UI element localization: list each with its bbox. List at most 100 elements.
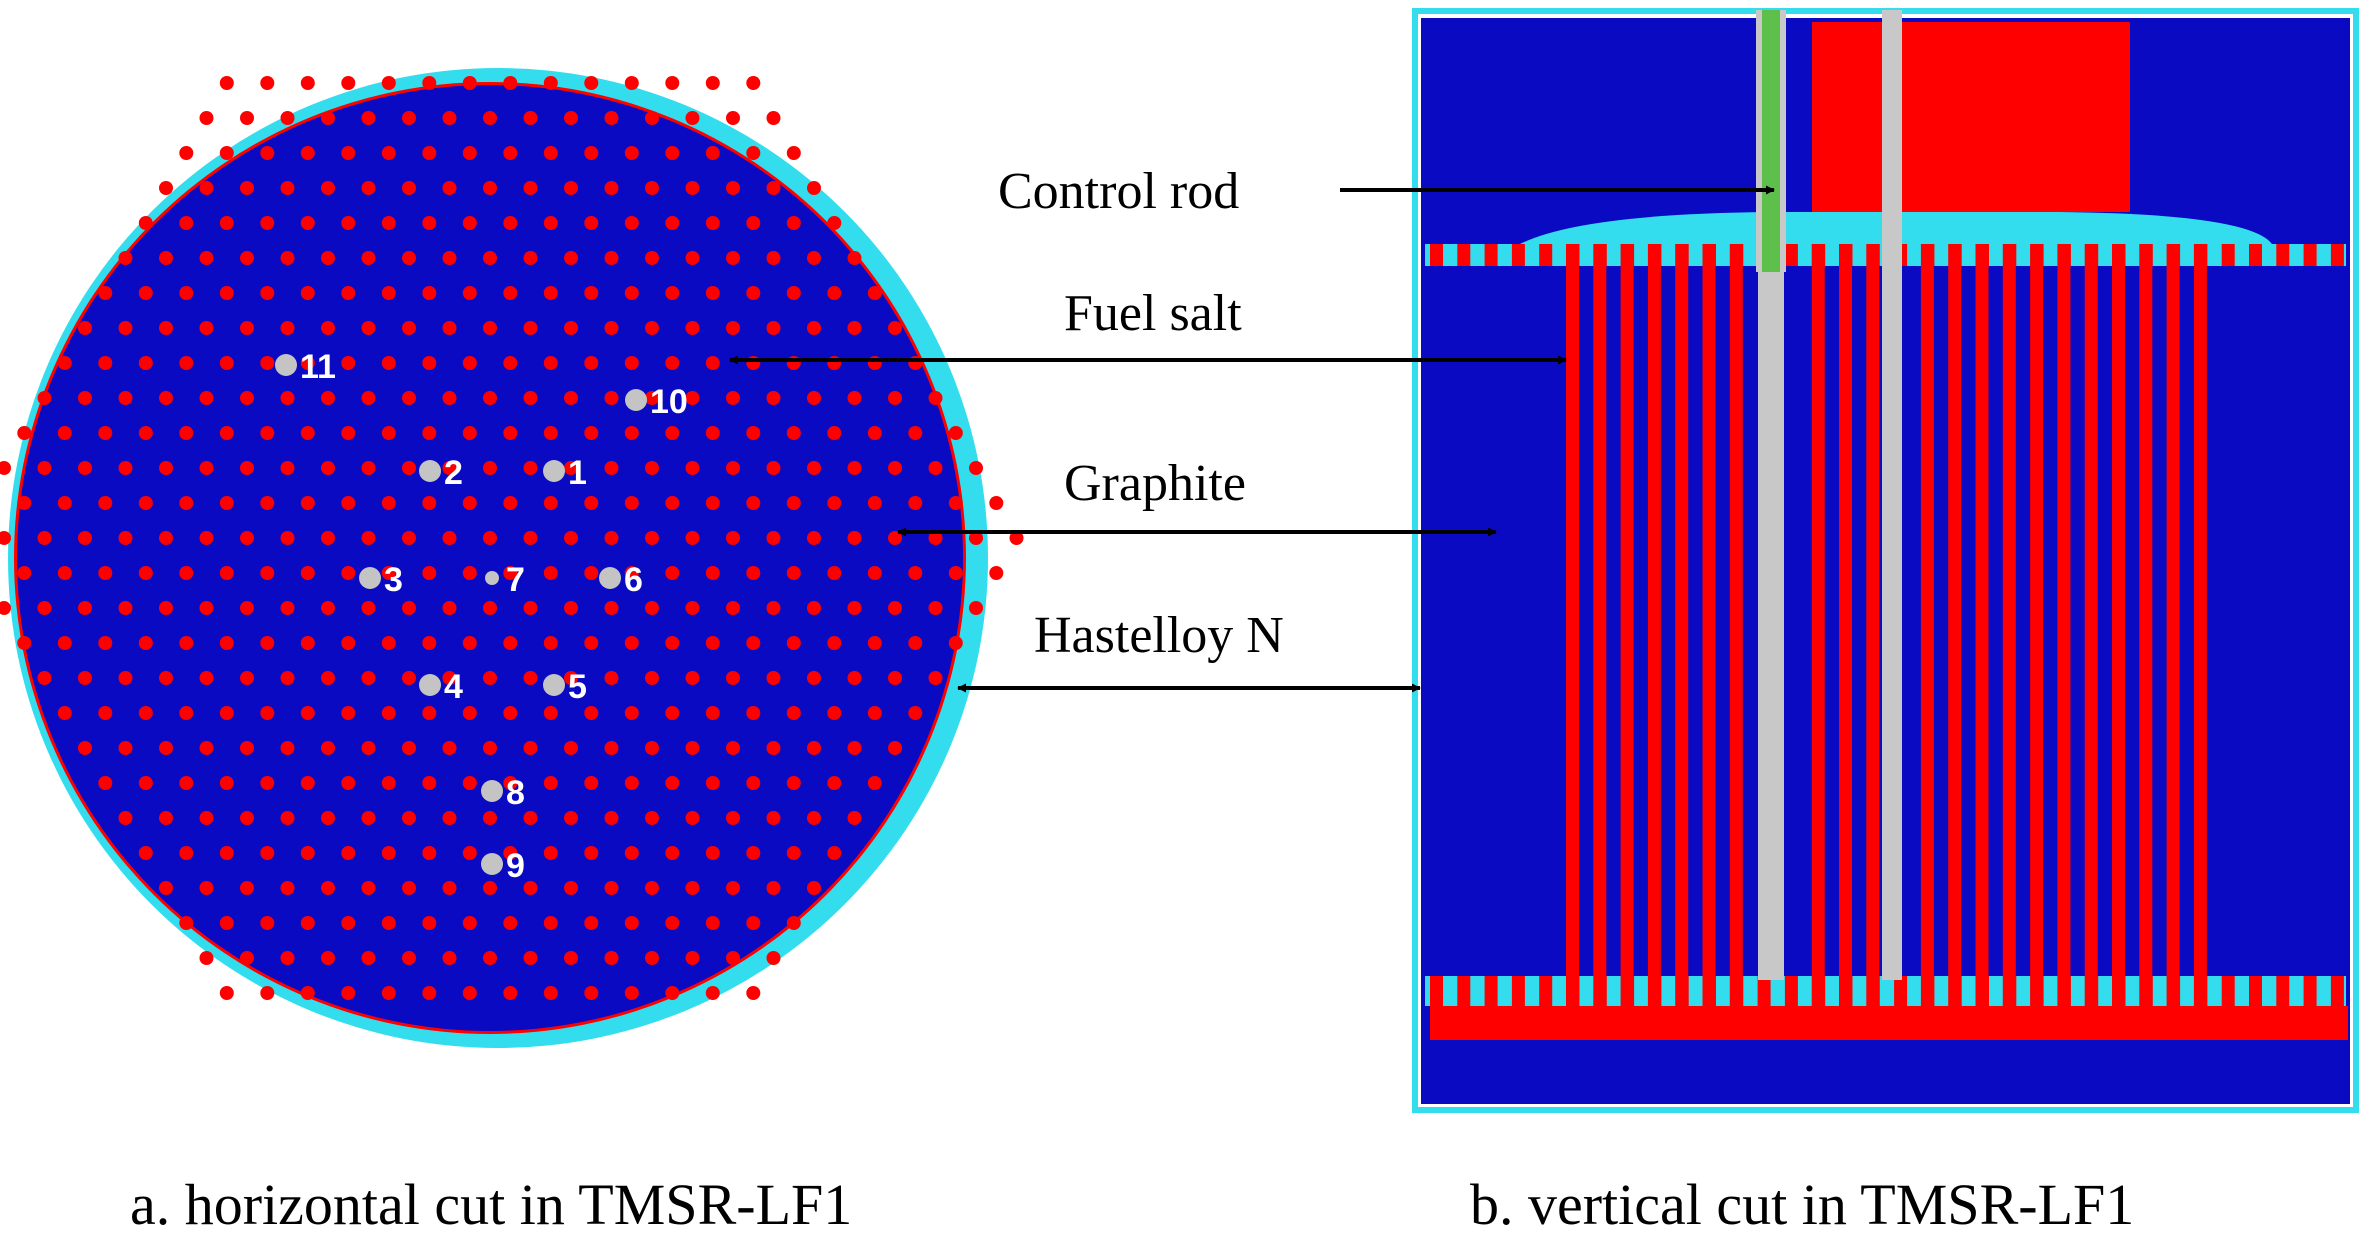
graphite-rod [665,76,680,90]
graphite-rod [381,706,396,720]
graphite-rod [867,496,882,510]
graphite-rod [766,181,781,195]
graphite-rod [604,671,619,685]
graphite-rod [705,916,720,930]
graphite-rod [159,251,173,265]
graphite-rod [219,216,234,230]
graphite-rod [300,916,315,930]
graphite-rod [645,601,659,615]
graphite-rod [381,776,396,790]
graphite-rod [260,846,275,860]
graphite-rod [462,636,477,650]
graphite-rod [300,986,315,1000]
channel-marker-label: 3 [384,561,403,599]
graphite-rod [199,111,214,125]
graphite-rod [827,496,842,510]
graphite-rod [361,181,376,195]
graphite-rod [300,636,315,650]
graphite-rod-vertical [1948,244,1962,1006]
control-rod-inner [1762,10,1780,272]
graphite-rod [604,741,619,755]
graphite-rod [827,566,842,580]
graphite-rod [867,426,882,440]
graphite-rod [645,251,659,265]
graphite-rod-vertical [2112,244,2125,1006]
graphite-rod [503,286,518,300]
graphite-rod [503,426,518,440]
graphite-rod [827,706,842,720]
graphite-rod [543,426,558,440]
graphite-rod [422,706,437,720]
graphite-rod [199,951,214,965]
graphite-rod [786,776,801,790]
graphite-rod [564,671,578,685]
graphite-rod [402,531,416,545]
graphite-rod-vertical [2166,244,2180,1006]
graphite-rod [118,741,133,755]
hastelloy-label: Hastelloy N [1034,607,1284,664]
graphite-rod [483,461,497,475]
graphite-rod [543,216,558,230]
graphite-rod [300,146,315,160]
graphite-rod [341,286,356,300]
graphite-rod [645,181,659,195]
graphite-rod [624,846,639,860]
graphite-rod [118,391,133,405]
graphite-rod [240,181,254,195]
graphite-rod [726,741,740,755]
graphite-rod [604,111,619,125]
graphite-rod [199,601,214,615]
graphite-rod [422,146,437,160]
graphite-rod [280,461,295,475]
graphite-rod [847,251,862,265]
graphite-rod [402,881,416,895]
graphite-rod [807,391,821,405]
graphite-rod [219,76,234,90]
graphite-rod [624,706,639,720]
graphite-rod [584,706,599,720]
plate-graphite-segment [2249,976,2262,1006]
graphite-rod [503,146,518,160]
graphite-rod [624,986,639,1000]
graphite-rod [138,636,153,650]
graphite-rod [665,986,680,1000]
graphite-rod-vertical [2057,244,2071,1006]
graphite-rod [786,496,801,510]
graphite-rod [523,181,538,195]
graphite-rod [584,76,599,90]
graphite-rod [827,846,842,860]
graphite-rod [98,566,113,580]
graphite-rod [260,286,275,300]
plate-graphite-segment [2276,244,2290,266]
graphite-rod [37,461,52,475]
graphite-rod [78,321,92,335]
graphite-rod [300,76,315,90]
graphite-rod [442,811,457,825]
graphite-rod [37,391,52,405]
graphite-rod [381,216,396,230]
graphite-rod [402,741,416,755]
graphite-rod [118,251,133,265]
graphite-rod [361,881,376,895]
graphite-rod [321,531,335,545]
graphite-rod [300,776,315,790]
graphite-rod [726,461,740,475]
graphite-rod [402,111,416,125]
graphite-rod [726,601,740,615]
graphite-rod [240,531,254,545]
plate-graphite-segment [2276,976,2290,1006]
graphite-rod [219,426,234,440]
graphite-rod [685,811,700,825]
graphite-rod [159,321,173,335]
graphite-rod [523,601,538,615]
graphite-rod [665,566,680,580]
graphite-rod [867,566,882,580]
graphite-rod [260,986,275,1000]
graphite-rod [746,146,761,160]
channel-marker-label: 1 [568,454,587,492]
graphite-rod [159,881,173,895]
graphite-rod [746,496,761,510]
graphite-rod [37,671,52,685]
graphite-rod [462,566,477,580]
channel-marker-label: 6 [624,561,643,599]
